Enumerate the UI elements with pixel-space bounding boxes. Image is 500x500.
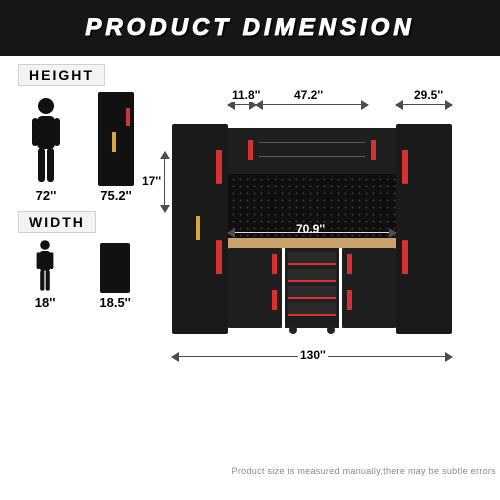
tall-cabinet-icon: [98, 92, 134, 186]
dim-29-5: 29.5'': [412, 88, 445, 102]
overhead-shelf: [256, 128, 368, 174]
dim-70-9: 70.9'': [294, 222, 327, 236]
person-icon-small: [29, 239, 61, 293]
overhead-cabinet-right: [368, 128, 396, 174]
height-label: HEIGHT: [18, 64, 105, 86]
worktop: [228, 238, 396, 248]
center-zone: 70.9'': [228, 128, 396, 334]
person-icon: [26, 96, 66, 186]
cabinet-height-value: 75.2'': [100, 188, 131, 203]
product-area: 11.8'' 47.2'' 29.5'' 17'': [162, 96, 480, 426]
person-height-value: 72'': [36, 188, 57, 203]
cabinet-width-value: 18.5'': [99, 295, 130, 310]
person-height: 72'': [26, 96, 66, 203]
dim-line-11-8: [228, 104, 256, 105]
narrow-cabinet-icon: [100, 243, 130, 293]
dim-17: 17'': [140, 174, 163, 188]
base-row: [228, 248, 396, 334]
person-width: 18'': [29, 239, 61, 310]
content-area: HEIGHT 72'': [0, 56, 500, 480]
dim-line-depth: [164, 152, 165, 212]
width-label: WIDTH: [18, 211, 96, 233]
person-width-value: 18'': [35, 295, 56, 310]
tall-cabinet-left: [172, 124, 228, 334]
page-title: PRODUCT DIMENSION: [85, 14, 414, 42]
dim-line-29-5: [396, 104, 452, 105]
cabinet-height: 75.2'': [98, 92, 134, 203]
drawer-unit: [285, 248, 339, 328]
tall-cabinet-right: [396, 124, 452, 334]
base-cabinet-left: [228, 248, 282, 328]
base-cabinet-right: [342, 248, 396, 328]
width-row: 18'' 18.5'': [10, 239, 150, 310]
height-row: 72'' 75.2'': [10, 92, 150, 203]
overhead-cabinet-left: [228, 128, 256, 174]
footnote: Product size is measured manually,there …: [232, 466, 496, 476]
page: PRODUCT DIMENSION HEIGHT 72'': [0, 0, 500, 500]
cabinet-width: 18.5'': [99, 241, 130, 310]
dim-47-2: 47.2'': [292, 88, 325, 102]
storage-unit: 70.9'': [172, 124, 452, 334]
dim-line-47-2: [256, 104, 368, 105]
dim-130: 130'': [298, 348, 328, 362]
left-column: HEIGHT 72'': [10, 62, 150, 316]
header-bar: PRODUCT DIMENSION: [0, 0, 500, 56]
